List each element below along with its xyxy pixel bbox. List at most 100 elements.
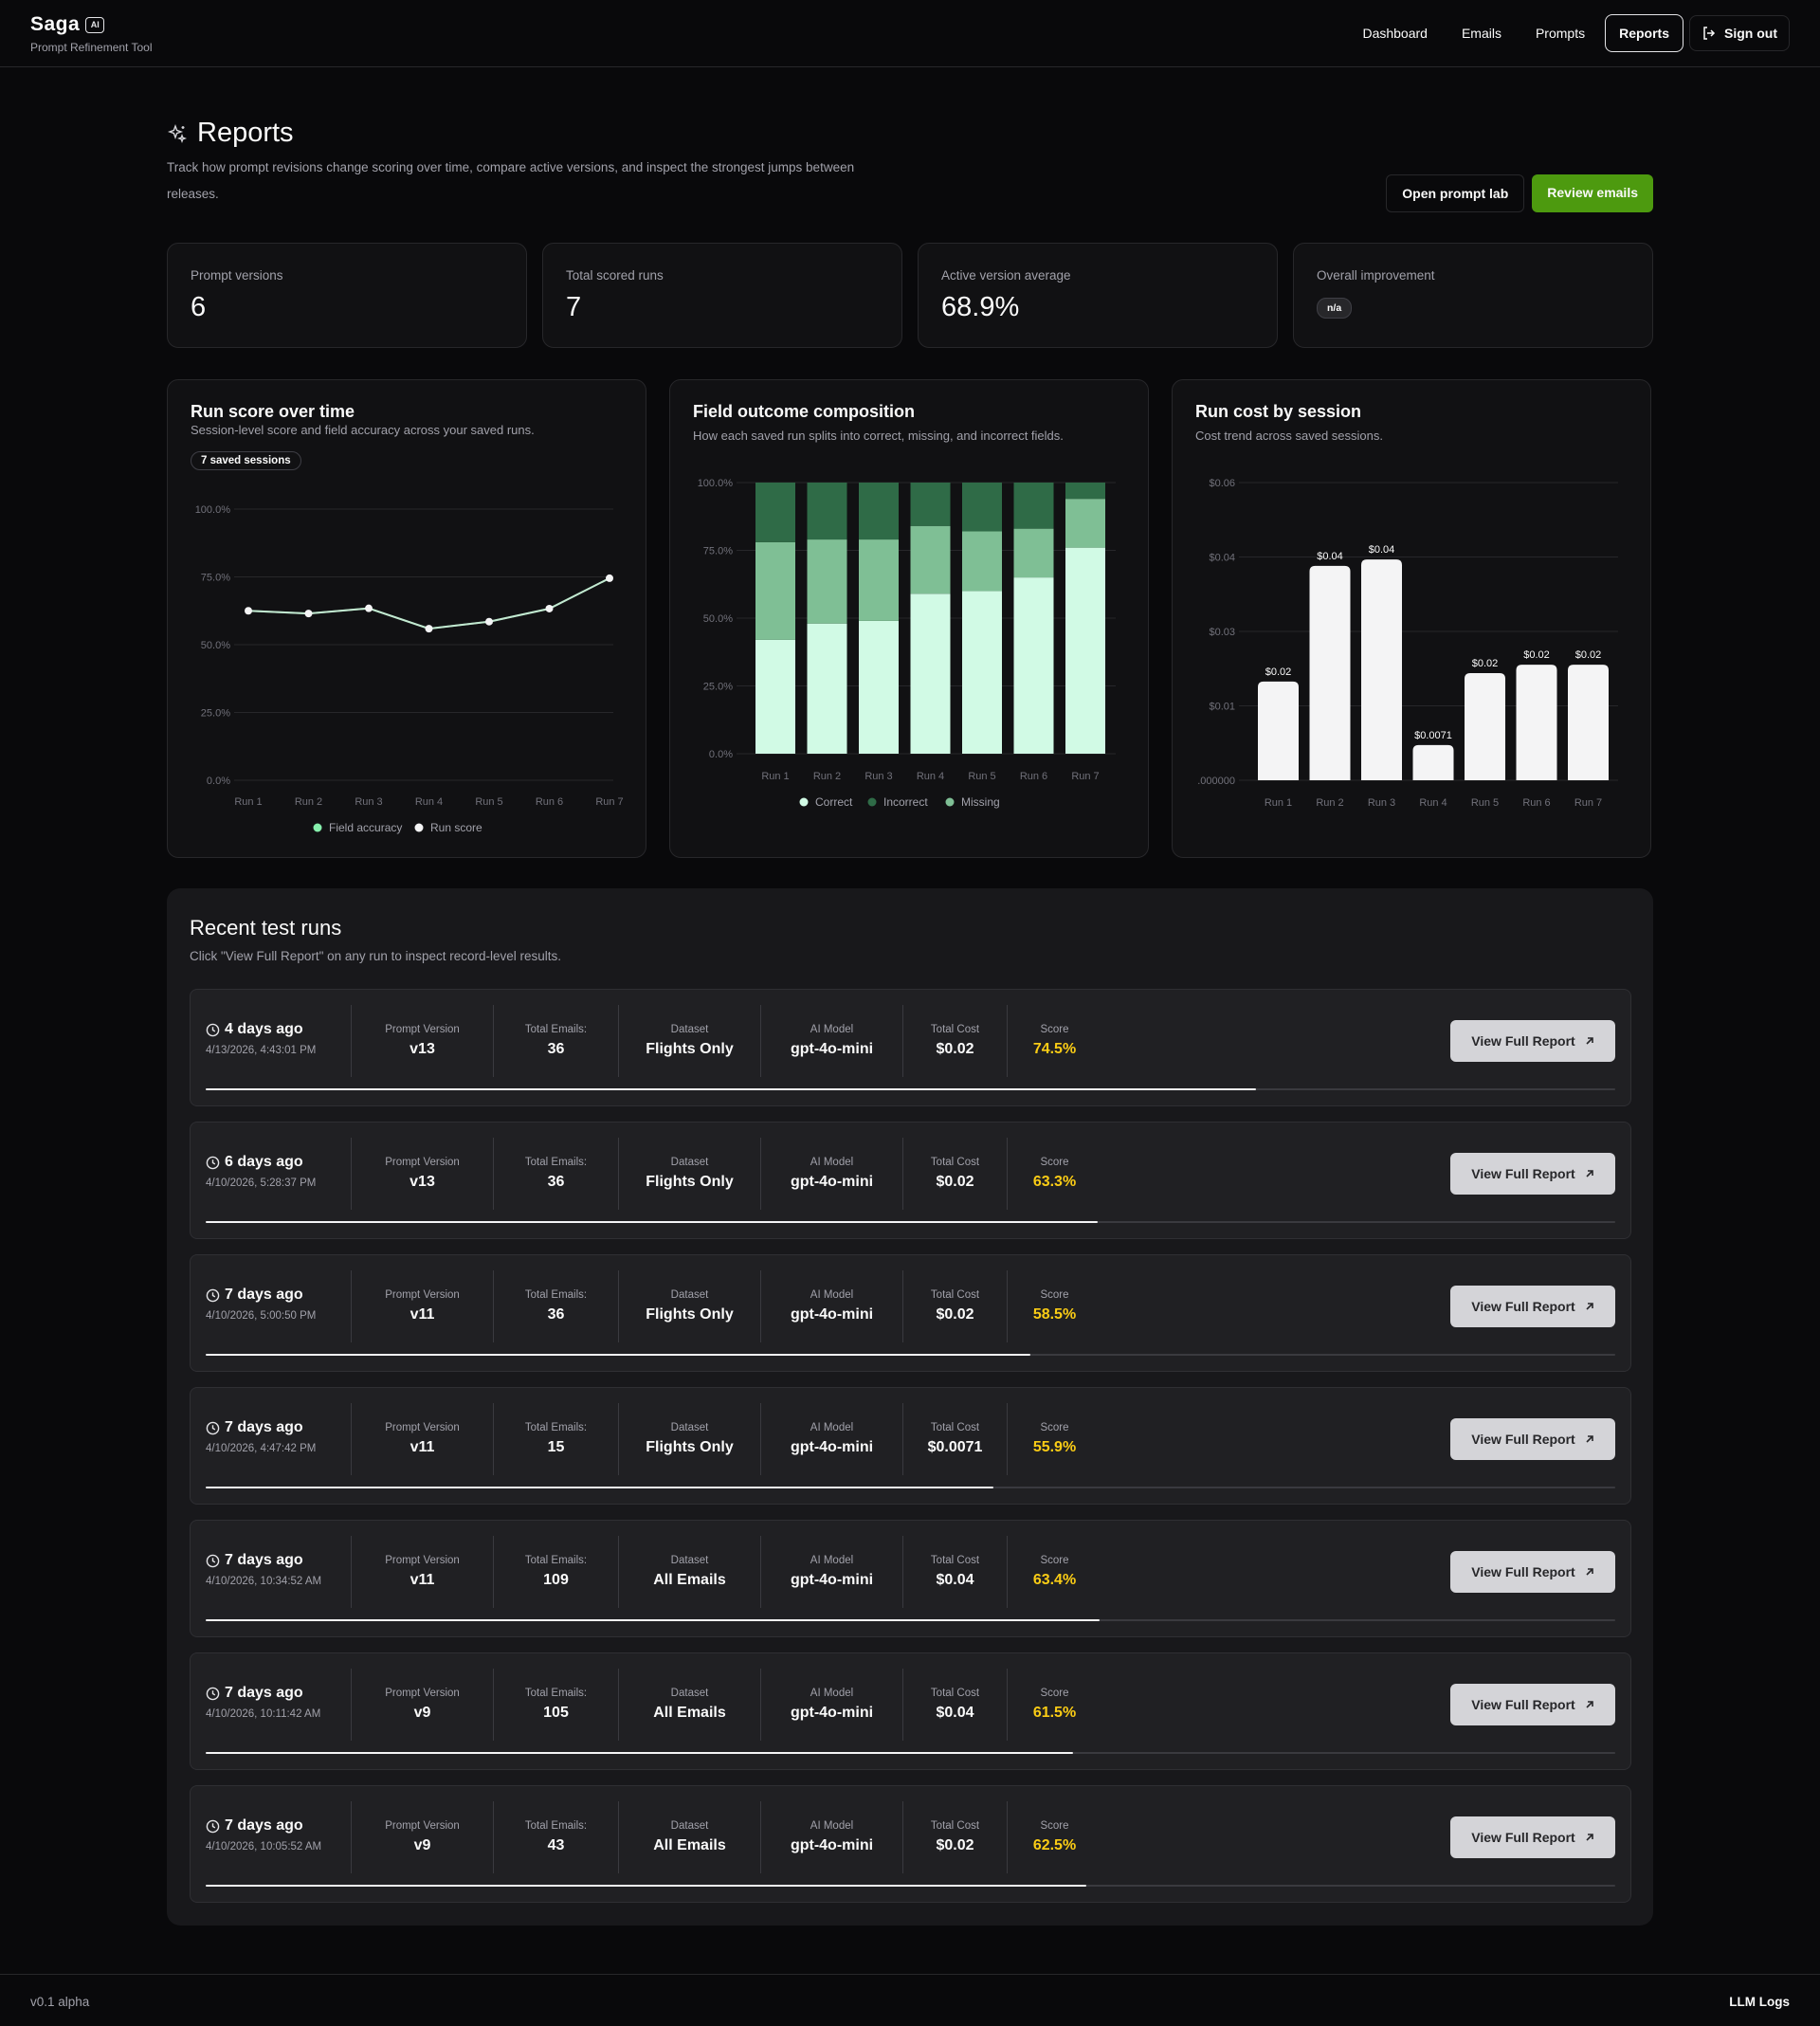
total-cost-label: Total Cost <box>930 1024 980 1035</box>
section-subtitle: Click "View Full Report" on any run to i… <box>190 949 561 963</box>
score-value: 63.4% <box>1032 1572 1077 1588</box>
view-full-report-button[interactable]: View Full Report <box>1450 1020 1615 1062</box>
run-timestamp: 4/10/2026, 4:47:42 PM <box>206 1443 317 1454</box>
dataset-value: Flights Only <box>646 1174 734 1190</box>
sign-out-button[interactable]: Sign out <box>1689 15 1790 51</box>
score-progress-track <box>206 1354 1615 1356</box>
run-col-total-cost: Total Cost $0.0071 <box>902 1403 1007 1475</box>
section-title: Recent test runs <box>190 916 342 940</box>
run-time: 4 days ago 4/13/2026, 4:43:01 PM <box>206 1021 316 1056</box>
ai-model-label: AI Model <box>810 1688 854 1699</box>
total-cost-label: Total Cost <box>930 1422 980 1433</box>
clock-icon <box>206 1023 220 1036</box>
total-emails-label: Total Emails: <box>524 1157 588 1168</box>
stat-value: 68.9% <box>941 292 1020 322</box>
ai-model-label: AI Model <box>810 1422 854 1433</box>
run-details: Prompt Version v13 Total Emails: 36 Data… <box>351 1138 1101 1210</box>
open-prompt-lab-button[interactable]: Open prompt lab <box>1386 174 1525 212</box>
bar-data-label: $0.02 <box>1472 658 1499 669</box>
run-details: Prompt Version v11 Total Emails: 15 Data… <box>351 1403 1101 1475</box>
run-col-total-emails: Total Emails: 36 <box>493 1138 618 1210</box>
bar-data-label: $0.02 <box>1523 649 1550 661</box>
nav-emails[interactable]: Emails <box>1461 26 1502 41</box>
run-col-prompt-version: Prompt Version v13 <box>351 1138 493 1210</box>
brand-subtitle: Prompt Refinement Tool <box>30 41 153 54</box>
review-emails-button[interactable]: Review emails <box>1532 174 1653 212</box>
arrow-up-right-icon <box>1586 1037 1593 1045</box>
score-progress-fill <box>206 1354 1030 1356</box>
recent-runs-panel: Recent test runs Click "View Full Report… <box>167 888 1653 1926</box>
x-tick-label: Run 3 <box>864 771 892 782</box>
score-progress-track <box>206 1885 1615 1887</box>
nav-reports[interactable]: Reports <box>1605 14 1684 52</box>
view-full-report-button[interactable]: View Full Report <box>1450 1286 1615 1327</box>
x-tick-label: Run 4 <box>415 796 443 808</box>
prompt-version-label: Prompt Version <box>385 1422 460 1433</box>
y-tick-label: 75.0% <box>703 546 733 557</box>
score-progress-track <box>206 1619 1615 1621</box>
y-tick-label: $0.06 <box>1209 478 1235 489</box>
run-timestamp: 4/10/2026, 5:28:37 PM <box>206 1177 317 1189</box>
total-cost-label: Total Cost <box>930 1289 980 1301</box>
run-col-total-cost: Total Cost $0.02 <box>902 1005 1007 1077</box>
prompt-version-value: v11 <box>410 1306 435 1323</box>
composition-chart-card: 0.0% 25.0% 50.0% 75.0% 100.0% Run 1 Run 2 Run 3… <box>669 379 1149 858</box>
x-tick-label: Run 7 <box>595 796 623 808</box>
run-details: Prompt Version v9 Total Emails: 105 Data… <box>351 1669 1101 1741</box>
view-full-report-button[interactable]: View Full Report <box>1450 1551 1615 1593</box>
view-full-report-button[interactable]: View Full Report <box>1450 1418 1615 1460</box>
run-col-dataset: Dataset All Emails <box>618 1801 760 1873</box>
view-full-report-button[interactable]: View Full Report <box>1450 1684 1615 1725</box>
prompt-version-value: v11 <box>410 1572 435 1588</box>
x-tick-label: Run 7 <box>1574 797 1602 809</box>
view-full-report-button[interactable]: View Full Report <box>1450 1153 1615 1195</box>
prompt-version-value: v13 <box>410 1041 435 1057</box>
chart-title: Run cost by session <box>1195 402 1362 421</box>
llm-logs-link[interactable]: LLM Logs <box>1729 1995 1790 2009</box>
score-label: Score <box>1040 1688 1069 1699</box>
clock-icon <box>206 1819 220 1833</box>
stat-prompt-versions: Prompt versions 6 <box>167 243 527 348</box>
bar-segment-incorrect <box>859 483 899 540</box>
x-tick-label: Run 3 <box>355 796 382 808</box>
score-value: 58.5% <box>1032 1306 1077 1323</box>
total-cost-value: $0.02 <box>936 1174 974 1190</box>
run-time: 7 days ago 4/10/2026, 4:47:42 PM <box>206 1419 316 1454</box>
y-tick-label: 50.0% <box>201 640 230 651</box>
view-full-report-button[interactable]: View Full Report <box>1450 1816 1615 1858</box>
run-col-total-emails: Total Emails: 15 <box>493 1403 618 1475</box>
chart-subtitle: How each saved run splits into correct, … <box>693 429 1064 443</box>
data-point <box>304 610 313 618</box>
run-col-ai-model: AI Model gpt-4o-mini <box>760 1536 902 1608</box>
ai-badge-icon: AI <box>85 16 105 33</box>
view-full-report-label: View Full Report <box>1471 1564 1575 1579</box>
nav-dashboard[interactable]: Dashboard <box>1362 26 1428 41</box>
bar-segment-incorrect <box>962 483 1002 532</box>
run-col-total-cost: Total Cost $0.02 <box>902 1270 1007 1342</box>
page-header: Reports Track how prompt revisions chang… <box>167 118 1653 212</box>
ai-model-value: gpt-4o-mini <box>790 1837 874 1853</box>
run-timestamp: 4/10/2026, 10:11:42 AM <box>206 1708 321 1720</box>
bar-segment-missing <box>1013 528 1054 578</box>
data-point <box>606 574 613 582</box>
bar-segment-incorrect <box>755 483 795 542</box>
y-tick-label: .000000 <box>1197 776 1235 787</box>
run-timestamp: 4/10/2026, 5:00:50 PM <box>206 1310 317 1322</box>
score-progress-fill <box>206 1088 1256 1090</box>
total-cost-value: $0.02 <box>936 1837 974 1853</box>
prompt-version-label: Prompt Version <box>385 1688 460 1699</box>
y-tick-label: 100.0% <box>195 504 231 516</box>
run-col-total-emails: Total Emails: 36 <box>493 1005 618 1077</box>
score-label: Score <box>1040 1157 1069 1168</box>
bar-data-label: $0.04 <box>1369 544 1395 556</box>
cost-bar <box>1516 665 1557 780</box>
run-col-score: Score 58.5% <box>1007 1270 1101 1342</box>
total-emails-value: 36 <box>547 1306 565 1323</box>
run-relative-time: 7 days ago <box>225 1419 303 1435</box>
run-col-prompt-version: Prompt Version v11 <box>351 1270 493 1342</box>
brand[interactable]: Saga AI Prompt Refinement Tool <box>30 13 153 54</box>
bar-segment-correct <box>755 639 795 754</box>
nav-prompts[interactable]: Prompts <box>1535 26 1586 41</box>
prompt-version-label: Prompt Version <box>385 1820 460 1832</box>
ai-model-value: gpt-4o-mini <box>790 1041 874 1057</box>
